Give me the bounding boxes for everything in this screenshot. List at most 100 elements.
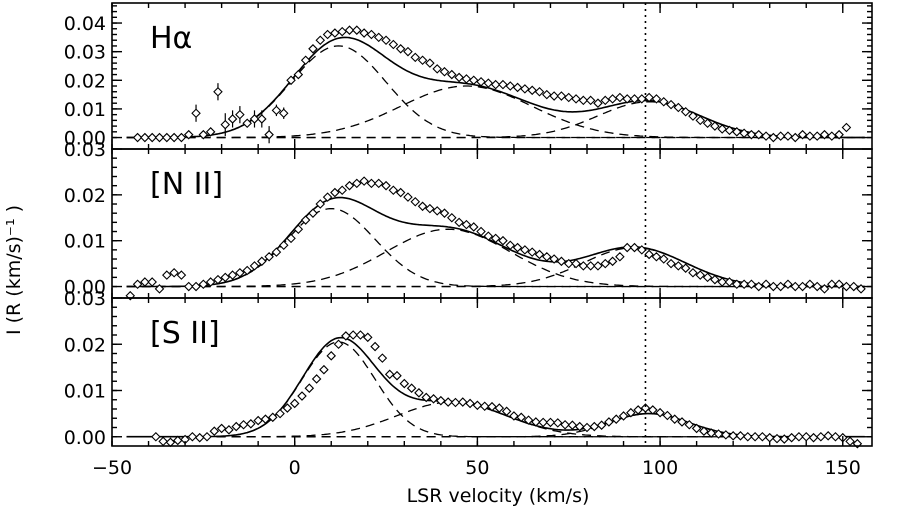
nii-data-point bbox=[563, 258, 574, 269]
nii-data-point bbox=[490, 233, 501, 244]
halpha-data-point bbox=[461, 74, 472, 84]
nii-data-point bbox=[812, 281, 822, 292]
halpha-data-point bbox=[140, 132, 150, 143]
x-tick-label: −50 bbox=[92, 457, 132, 479]
sii-data-point bbox=[516, 412, 527, 423]
nii-data-point bbox=[476, 226, 486, 237]
halpha-data-point bbox=[176, 132, 187, 143]
halpha-data-point bbox=[483, 78, 494, 88]
nii-y-tick-label: 0.02 bbox=[64, 185, 106, 207]
halpha-component-2 bbox=[126, 85, 865, 139]
sii-data-point bbox=[231, 421, 242, 432]
nii-data-point bbox=[520, 245, 530, 255]
sii-data-point bbox=[341, 331, 351, 341]
nii-data-point bbox=[366, 178, 377, 189]
nii-data-point bbox=[264, 251, 274, 262]
nii-data-point bbox=[257, 256, 267, 267]
halpha-data-point bbox=[761, 131, 771, 141]
panel-sii-ticks: 0.00 0.01 0.02 0.03 bbox=[64, 288, 872, 449]
sii-data-point bbox=[750, 431, 760, 442]
halpha-y-tick-label: 0.03 bbox=[64, 42, 106, 64]
sii-data-point bbox=[377, 353, 388, 363]
panel-sii-label: [S II] bbox=[150, 316, 220, 351]
halpha-data-point bbox=[227, 114, 238, 124]
panel-nii-points bbox=[125, 176, 866, 301]
nii-data-point bbox=[227, 270, 238, 280]
sii-y-tick-label: 0.00 bbox=[64, 427, 106, 449]
sii-data-point bbox=[319, 364, 329, 375]
sii-data-point bbox=[523, 415, 534, 425]
sii-data-point bbox=[487, 401, 497, 412]
sii-data-point bbox=[713, 429, 724, 439]
sii-data-point bbox=[436, 395, 446, 406]
sii-data-point bbox=[165, 437, 176, 448]
halpha-data-point bbox=[454, 72, 464, 83]
sii-data-point bbox=[479, 401, 490, 412]
halpha-data-point bbox=[593, 98, 603, 108]
halpha-data-point bbox=[344, 25, 355, 35]
nii-data-point bbox=[710, 274, 720, 285]
nii-data-point bbox=[739, 279, 749, 290]
halpha-data-point bbox=[183, 129, 194, 140]
sii-data-point bbox=[392, 370, 402, 381]
sii-data-point bbox=[794, 431, 804, 442]
nii-data-point bbox=[330, 187, 340, 198]
halpha-data-point bbox=[695, 115, 706, 126]
sii-data-point bbox=[552, 418, 563, 428]
nii-data-point bbox=[447, 212, 457, 223]
nii-data-point bbox=[468, 222, 479, 232]
nii-data-point bbox=[615, 251, 625, 262]
nii-data-point bbox=[439, 208, 450, 218]
sii-data-point bbox=[224, 425, 234, 435]
sii-data-point bbox=[472, 400, 483, 411]
halpha-data-point bbox=[249, 114, 260, 124]
halpha-data-point bbox=[147, 132, 157, 143]
halpha-data-point bbox=[337, 26, 347, 37]
halpha-data-point bbox=[447, 69, 457, 80]
nii-data-point bbox=[797, 281, 808, 292]
halpha-data-point bbox=[278, 108, 289, 118]
halpha-data-point bbox=[571, 94, 581, 104]
sii-data-point bbox=[260, 414, 271, 424]
sii-data-point bbox=[494, 403, 505, 413]
sii-data-point bbox=[618, 411, 629, 421]
panel-halpha: 0.00 0.01 0.02 0.03 0.04 Hα bbox=[64, 2, 873, 150]
halpha-data-point bbox=[490, 79, 501, 90]
nii-data-point bbox=[732, 279, 742, 290]
halpha-data-point bbox=[476, 76, 486, 87]
sii-data-point bbox=[267, 412, 278, 423]
x-tick-label: 100 bbox=[642, 457, 678, 479]
halpha-data-point bbox=[322, 29, 333, 40]
nii-data-point bbox=[680, 263, 691, 273]
sii-data-point bbox=[589, 421, 600, 432]
nii-data-point bbox=[658, 254, 669, 264]
nii-data-point bbox=[783, 279, 793, 290]
nii-data-point bbox=[242, 265, 252, 276]
halpha-data-point bbox=[783, 131, 793, 141]
halpha-data-point bbox=[680, 107, 691, 117]
halpha-data-point bbox=[417, 55, 428, 66]
nii-data-point bbox=[169, 268, 179, 278]
sii-data-point bbox=[567, 420, 578, 430]
sii-data-point bbox=[246, 419, 256, 429]
sii-data-point bbox=[304, 383, 315, 393]
nii-data-point bbox=[841, 281, 852, 292]
nii-data-point bbox=[724, 277, 735, 287]
halpha-data-point bbox=[819, 129, 830, 140]
halpha-data-point bbox=[527, 85, 537, 96]
sii-data-point bbox=[699, 426, 709, 436]
nii-data-point bbox=[395, 187, 406, 198]
sii-total-fit bbox=[126, 336, 865, 438]
nii-component-3 bbox=[126, 246, 865, 288]
sii-data-point bbox=[604, 417, 614, 427]
sii-data-point bbox=[209, 426, 220, 436]
nii-data-point bbox=[607, 256, 618, 267]
sii-data-point bbox=[355, 330, 366, 340]
sii-data-point bbox=[823, 431, 833, 441]
nii-y-tick-label: 0.01 bbox=[64, 231, 106, 253]
halpha-data-point bbox=[162, 132, 172, 143]
halpha-data-point bbox=[257, 114, 267, 124]
halpha-data-point bbox=[381, 35, 391, 45]
halpha-data-point bbox=[637, 94, 647, 104]
halpha-data-point bbox=[132, 132, 143, 143]
